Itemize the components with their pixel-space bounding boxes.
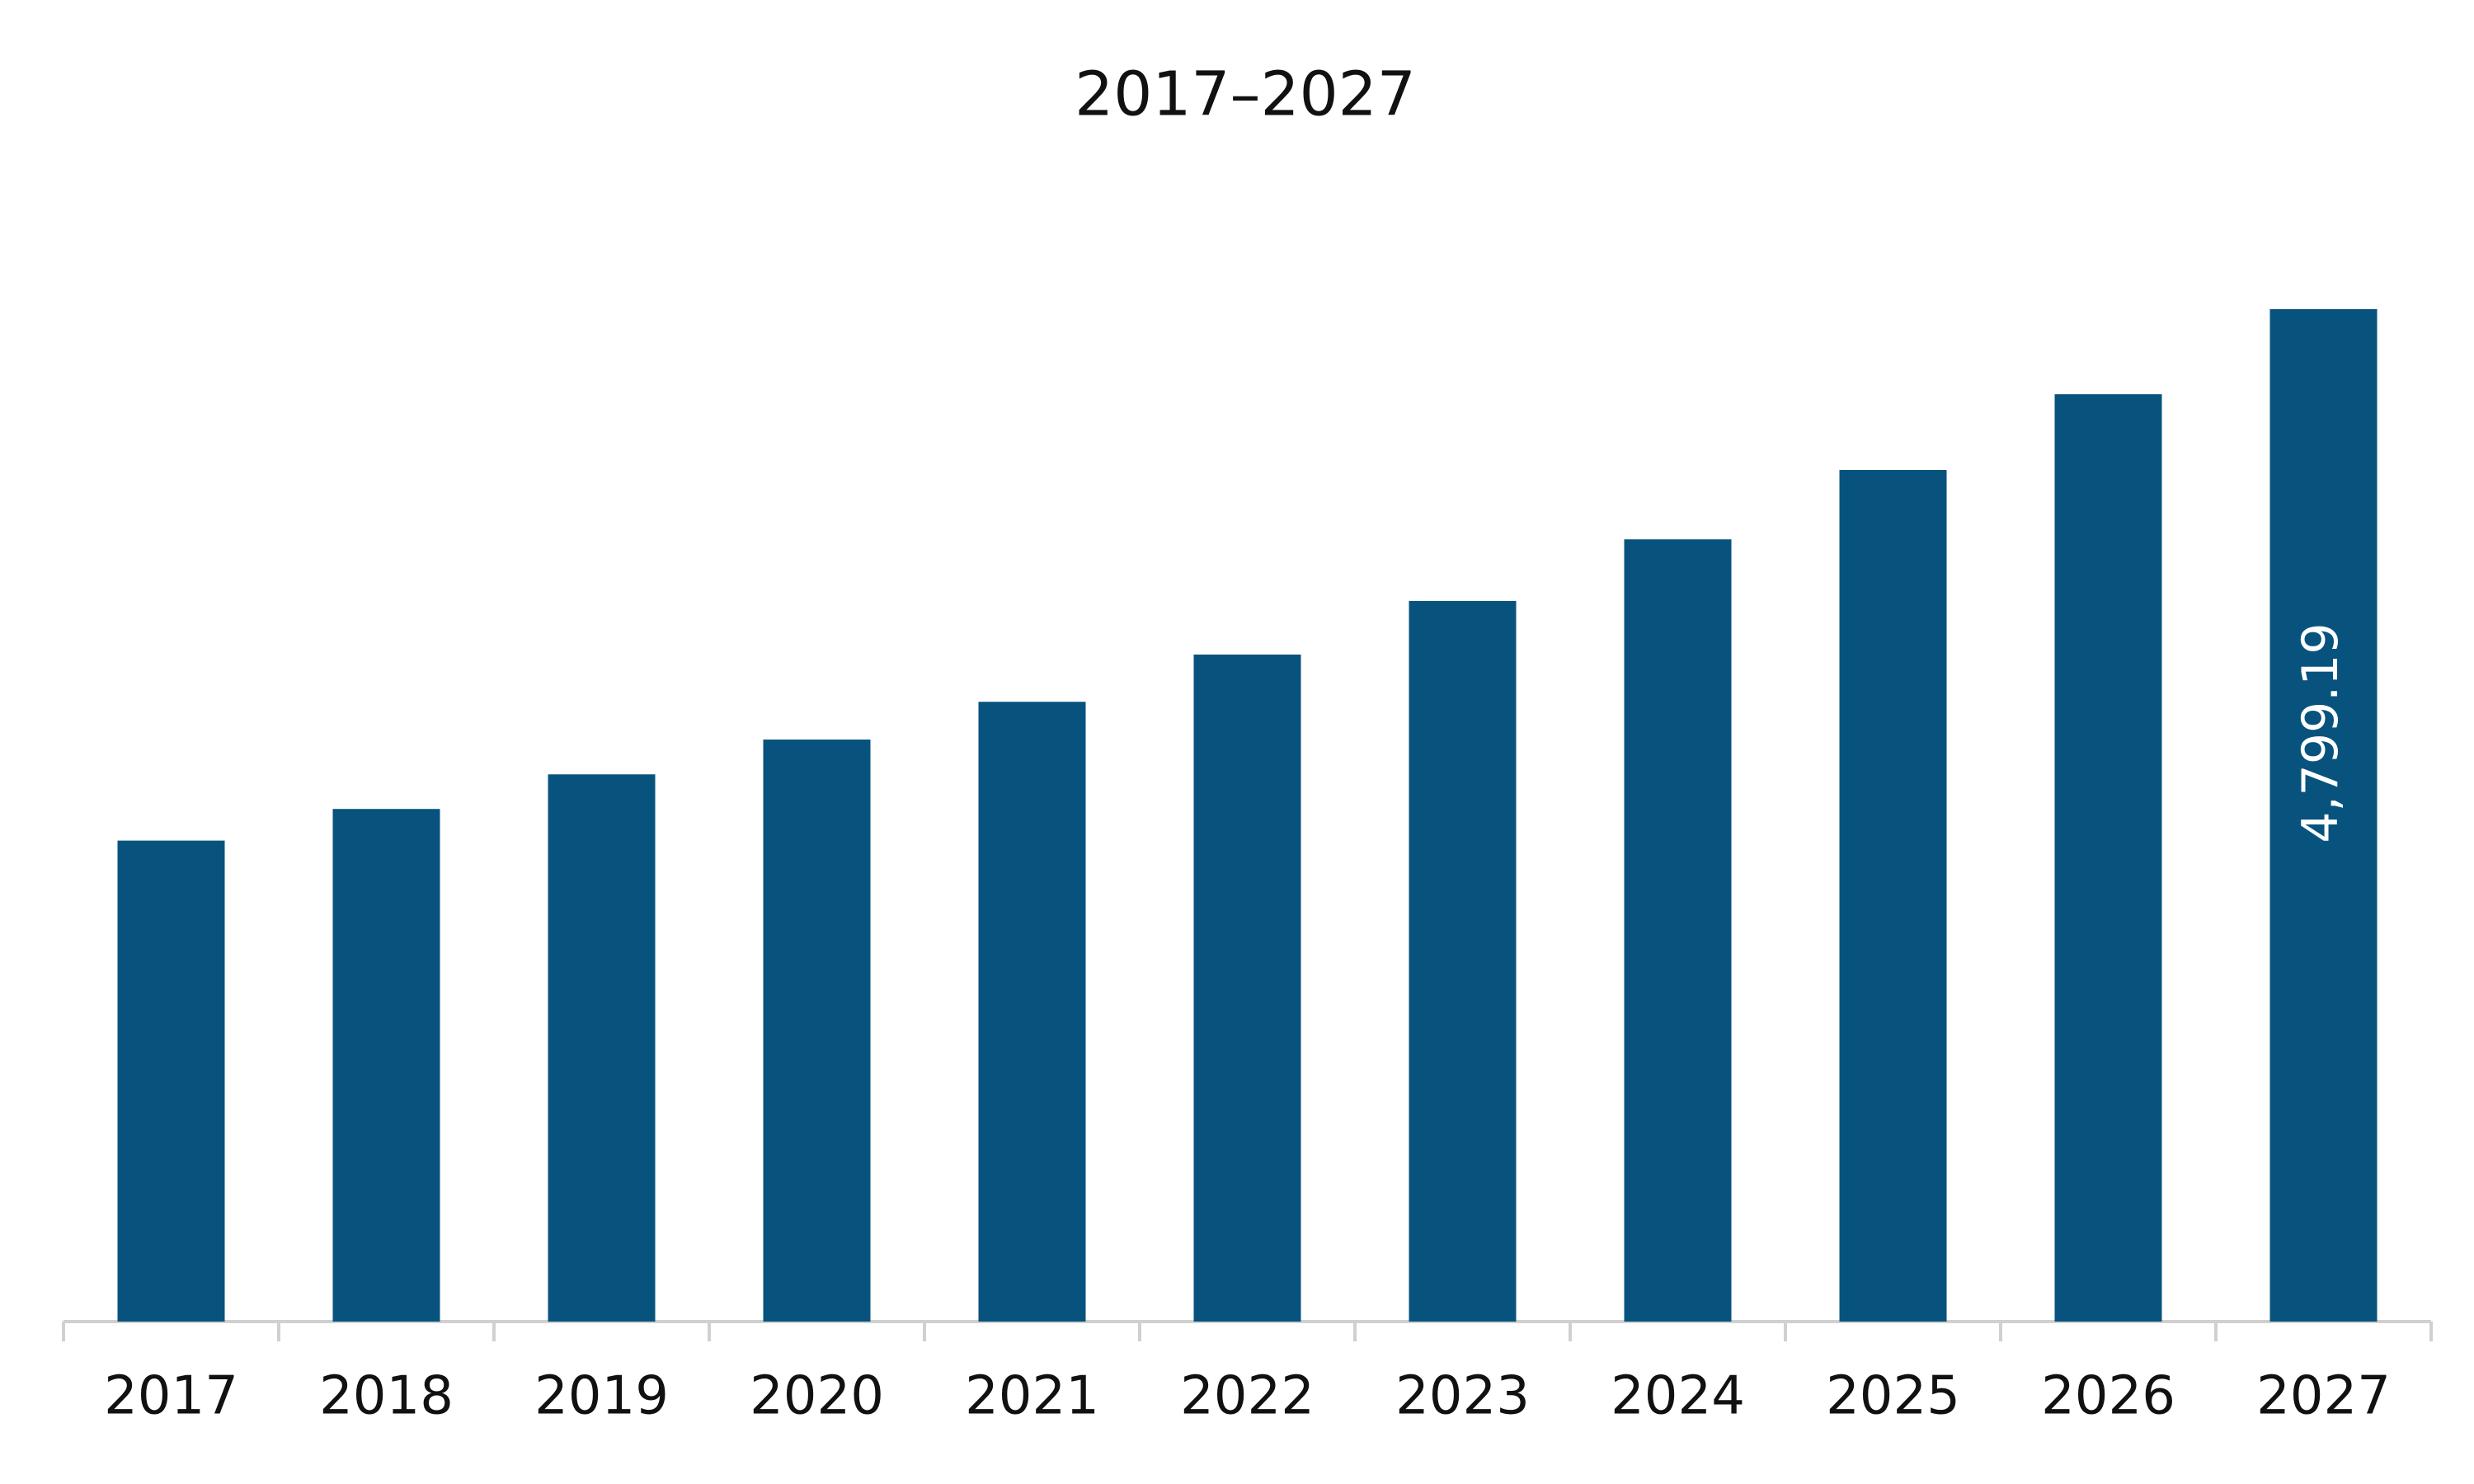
bar (548, 774, 656, 1322)
value-label: 4,799.19 (2292, 622, 2349, 843)
x-tick-label: 2027 (2256, 1366, 2391, 1427)
bar (2269, 309, 2378, 1322)
x-tick-label: 2017 (104, 1366, 238, 1427)
bar (1624, 539, 1732, 1322)
x-tick-label: 2025 (1826, 1366, 1960, 1427)
bar (1409, 600, 1517, 1322)
x-tick-label: 2024 (1611, 1366, 1745, 1427)
x-tick-label: 2026 (2041, 1366, 2175, 1427)
x-tick-label: 2018 (319, 1366, 454, 1427)
bar (1839, 470, 1947, 1322)
x-tick-label: 2022 (1180, 1366, 1315, 1427)
bar (1193, 654, 1301, 1322)
bar (117, 840, 225, 1322)
x-tick-label: 2023 (1395, 1366, 1530, 1427)
x-tick-label: 2020 (750, 1366, 884, 1427)
bar (978, 702, 1086, 1322)
bar (332, 809, 440, 1322)
chart-title: 2017–2027 (1075, 59, 1416, 130)
x-tick-label: 2019 (534, 1366, 669, 1427)
bar (763, 740, 871, 1322)
bar (2054, 394, 2162, 1322)
x-tick-label: 2021 (965, 1366, 1099, 1427)
